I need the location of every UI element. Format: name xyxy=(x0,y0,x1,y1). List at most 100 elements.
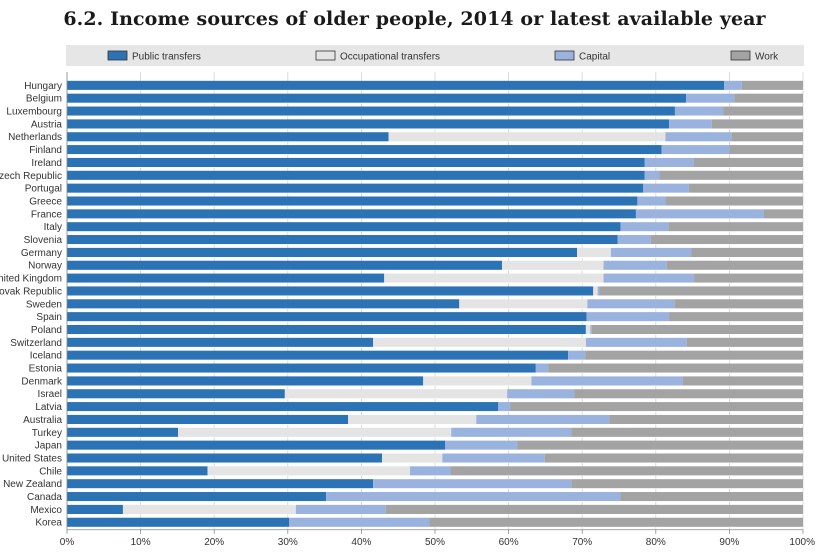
category-label-3: Austria xyxy=(31,119,63,130)
category-label-33: Mexico xyxy=(30,505,62,516)
bar-19-2 xyxy=(590,324,592,335)
x-tick-label-9: 90% xyxy=(719,537,739,548)
category-label-14: Norway xyxy=(28,261,62,272)
bar-0-0 xyxy=(67,80,725,91)
bar-7-0 xyxy=(67,170,645,180)
bar-30-0 xyxy=(67,466,208,476)
category-label-10: France xyxy=(31,209,63,220)
legend-swatch-1 xyxy=(315,50,336,61)
bar-4-0 xyxy=(67,132,389,142)
bar-14-0 xyxy=(67,260,502,270)
bar-11-0 xyxy=(67,222,621,232)
bar-17-1 xyxy=(459,299,588,309)
category-label-8: Portugal xyxy=(25,184,62,195)
bar-3-2 xyxy=(669,119,712,129)
category-label-9: Greece xyxy=(29,196,62,207)
bar-20-3 xyxy=(686,337,803,348)
x-tick-label-2: 20% xyxy=(204,537,224,548)
bar-30-2 xyxy=(409,466,451,476)
bar-4-1 xyxy=(388,132,666,142)
bar-10-0 xyxy=(67,209,636,219)
legend-swatch-2 xyxy=(554,50,575,61)
category-label-26: Australia xyxy=(23,415,62,426)
bar-2-0 xyxy=(67,106,675,116)
category-label-32: Canada xyxy=(27,492,62,503)
x-tick-label-8: 80% xyxy=(646,537,666,548)
bar-25-0 xyxy=(67,402,499,412)
bar-12-0 xyxy=(67,235,618,245)
bar-15-0 xyxy=(67,273,385,283)
bar-4-2 xyxy=(665,132,732,142)
bar-20-1 xyxy=(373,337,586,348)
bar-33-1 xyxy=(122,504,296,515)
category-label-20: Switzerland xyxy=(10,338,62,349)
bar-29-2 xyxy=(442,453,545,463)
bar-27-3 xyxy=(571,427,803,437)
bar-22-0 xyxy=(67,363,536,373)
bar-11-2 xyxy=(620,222,669,232)
category-label-30: Chile xyxy=(39,466,62,477)
category-label-21: Iceland xyxy=(30,351,62,362)
bar-34-2 xyxy=(289,517,430,527)
bar-26-1 xyxy=(348,414,477,425)
bar-28-3 xyxy=(517,440,803,450)
category-label-28: Japan xyxy=(35,441,62,452)
bar-22-2 xyxy=(535,363,549,373)
legend-label-0: Public transfers xyxy=(132,52,201,63)
bar-19-0 xyxy=(67,324,586,335)
category-label-18: Spain xyxy=(36,312,62,323)
bar-25-2 xyxy=(498,402,511,412)
bar-9-0 xyxy=(67,196,638,206)
bar-27-2 xyxy=(451,427,572,437)
bar-13-3 xyxy=(691,247,803,258)
x-tick-label-10: 100% xyxy=(789,537,815,548)
bar-24-1 xyxy=(284,389,508,399)
bar-14-2 xyxy=(603,260,667,270)
category-label-13: Germany xyxy=(21,248,62,259)
bar-4-3 xyxy=(731,132,803,142)
bar-26-0 xyxy=(67,414,349,425)
bar-24-2 xyxy=(507,389,575,399)
bar-1-2 xyxy=(685,93,735,103)
x-tick-label-0: 0% xyxy=(60,537,75,548)
bar-17-0 xyxy=(67,299,460,309)
legend-label-1: Occupational transfers xyxy=(340,52,440,63)
bar-13-0 xyxy=(67,247,578,258)
bar-5-3 xyxy=(729,145,803,155)
category-label-19: Poland xyxy=(31,325,62,336)
bar-11-3 xyxy=(668,222,803,232)
bar-14-1 xyxy=(501,260,604,270)
bar-9-3 xyxy=(665,196,803,206)
bar-33-2 xyxy=(295,504,386,515)
bar-29-3 xyxy=(544,453,803,463)
bar-34-0 xyxy=(67,517,290,527)
bar-1-3 xyxy=(734,93,803,103)
bar-16-0 xyxy=(67,286,594,296)
x-tick-label-6: 60% xyxy=(499,537,519,548)
bar-21-3 xyxy=(585,350,803,360)
bar-24-0 xyxy=(67,389,285,399)
bar-9-2 xyxy=(637,196,666,206)
bar-23-0 xyxy=(67,376,424,386)
bar-14-3 xyxy=(666,260,803,270)
category-label-5: Finland xyxy=(29,145,62,156)
legend-label-2: Capital xyxy=(579,52,610,63)
bar-27-1 xyxy=(178,427,452,437)
bar-0-3 xyxy=(741,80,803,91)
bar-21-0 xyxy=(67,350,569,360)
bar-7-2 xyxy=(644,170,660,180)
bar-15-1 xyxy=(384,273,604,283)
bar-19-3 xyxy=(591,324,803,335)
bar-15-2 xyxy=(603,273,695,283)
bar-2-2 xyxy=(674,106,724,116)
legend-swatch-0 xyxy=(107,50,128,61)
bar-16-3 xyxy=(599,286,803,296)
bar-31-0 xyxy=(67,479,374,489)
bar-29-0 xyxy=(67,453,383,463)
bar-13-2 xyxy=(610,247,692,258)
bar-18-3 xyxy=(669,312,803,322)
bar-19-1 xyxy=(585,324,591,335)
category-label-27: Turkey xyxy=(32,428,62,439)
